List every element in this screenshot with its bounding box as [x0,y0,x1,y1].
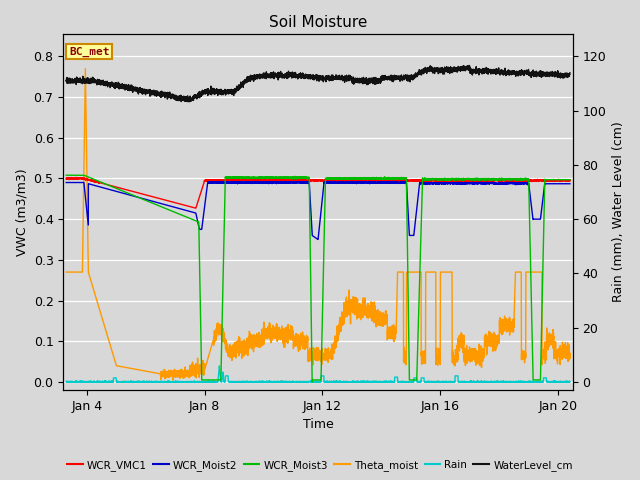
Rain [365,379,372,384]
WaterLevel_cm [154,90,161,96]
WCR_Moist2 [154,200,161,205]
WCR_Moist3 [308,379,316,384]
WCR_Moist2 [255,180,262,185]
Line: Rain: Rain [66,366,570,382]
Line: Theta_moist: Theta_moist [66,69,570,380]
WaterLevel_cm [566,70,573,76]
WaterLevel_cm [185,99,193,105]
Rain [438,379,446,384]
WCR_Moist2 [566,181,573,187]
Rain [255,379,262,384]
WCR_Moist3 [154,203,161,208]
WCR_Moist2 [62,180,70,185]
WaterLevel_cm [465,62,473,68]
WCR_VMC1 [154,195,162,201]
WCR_Moist3 [390,176,397,182]
Rain [566,379,573,385]
WCR_VMC1 [438,178,446,183]
Text: BC_met: BC_met [69,46,109,57]
WCR_Moist2 [477,180,484,186]
WCR_Moist3 [566,177,573,182]
WCR_Moist2 [365,180,372,186]
Theta_moist [438,269,446,275]
WCR_VMC1 [477,178,484,184]
Rain [154,379,162,384]
Line: WCR_VMC1: WCR_VMC1 [66,178,570,208]
Theta_moist [255,333,262,338]
Line: WCR_Moist3: WCR_Moist3 [66,175,570,382]
WCR_VMC1 [365,178,372,183]
Y-axis label: Rain (mm), Water Level (cm): Rain (mm), Water Level (cm) [612,121,625,302]
WaterLevel_cm [62,78,70,84]
Rain [216,363,223,369]
WCR_VMC1 [566,178,573,183]
Theta_moist [566,354,573,360]
Title: Soil Moisture: Soil Moisture [269,15,367,30]
Theta_moist [62,269,70,275]
Rain [390,378,398,384]
WCR_VMC1 [390,177,398,183]
Rain [477,379,484,384]
X-axis label: Time: Time [303,419,333,432]
WaterLevel_cm [438,68,446,73]
WCR_Moist3 [477,177,484,182]
WCR_VMC1 [62,176,70,182]
Theta_moist [477,353,484,359]
WCR_VMC1 [255,178,262,183]
WaterLevel_cm [365,79,372,84]
WaterLevel_cm [390,74,397,80]
WCR_Moist3 [255,175,262,180]
Theta_moist [390,338,398,344]
WCR_Moist2 [438,180,446,186]
Theta_moist [81,66,89,72]
Theta_moist [154,371,162,376]
Rain [62,379,70,384]
Legend: WCR_VMC1, WCR_Moist2, WCR_Moist3, Theta_moist, Rain, WaterLevel_cm: WCR_VMC1, WCR_Moist2, WCR_Moist3, Theta_… [63,456,577,475]
WCR_VMC1 [192,205,200,211]
WCR_Moist2 [314,237,322,242]
WCR_Moist3 [365,176,372,181]
WCR_VMC1 [73,175,81,180]
Line: WCR_Moist2: WCR_Moist2 [66,181,570,240]
Y-axis label: VWC (m3/m3): VWC (m3/m3) [15,168,28,256]
WCR_Moist3 [438,176,446,182]
Rain [63,379,70,385]
Theta_moist [169,377,177,383]
WCR_Moist2 [390,180,398,186]
Line: WaterLevel_cm: WaterLevel_cm [66,65,570,102]
WaterLevel_cm [477,67,484,72]
WaterLevel_cm [255,74,262,80]
WCR_Moist2 [282,179,289,184]
Theta_moist [365,315,372,321]
WCR_Moist3 [62,172,70,178]
